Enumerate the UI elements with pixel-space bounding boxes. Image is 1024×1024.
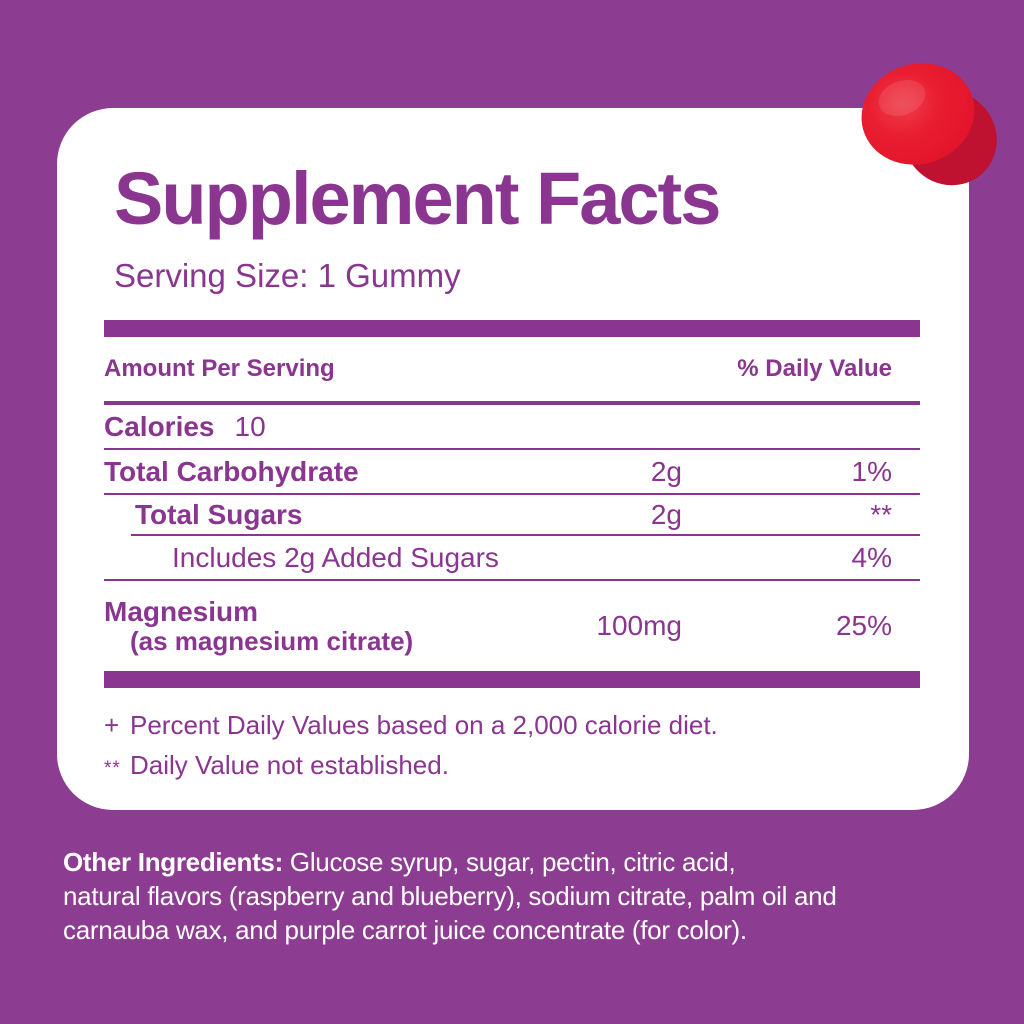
- row-dv-added-sugars: 4%: [851, 541, 892, 573]
- row-amount-total-sugars: 2g: [650, 498, 682, 530]
- footnote-text: Percent Daily Values based on a 2,000 ca…: [130, 710, 718, 741]
- footnote-not-established: ** Daily Value not established.: [104, 750, 920, 781]
- footnote-symbol-asterisks: **: [104, 758, 121, 780]
- red-gummy-icon: [861, 63, 997, 186]
- table-header-row: Amount Per Serving % Daily Value: [104, 337, 920, 401]
- row-name-calories: Calories: [104, 410, 215, 442]
- row-subname-magnesium: (as magnesium citrate): [130, 626, 414, 657]
- table-row-calories: Calories 10: [104, 405, 920, 448]
- row-name-total-carbohydrate: Total Carbohydrate: [104, 455, 359, 487]
- row-name-added-sugars: Includes 2g Added Sugars: [172, 541, 499, 573]
- footnote-symbol-plus: +: [104, 710, 120, 741]
- ingredients-line-1: Glucose syrup, sugar, pectin, citric aci…: [282, 847, 736, 877]
- separator-row-indented: [131, 534, 920, 537]
- table-row-added-sugars: Includes 2g Added Sugars 4%: [104, 536, 920, 579]
- row-dv-total-carbohydrate: 1%: [851, 455, 892, 487]
- divider-bar-top: [104, 320, 920, 338]
- table-row-magnesium: Magnesium (as magnesium citrate) 100mg 2…: [104, 581, 920, 671]
- separator-header: [104, 401, 920, 406]
- row-name-total-sugars: Total Sugars: [135, 498, 303, 530]
- footnote-daily-values: + Percent Daily Values based on a 2,000 …: [104, 710, 920, 741]
- row-amount-magnesium: 100mg: [596, 610, 682, 642]
- row-dv-magnesium: 25%: [835, 610, 892, 642]
- separator-row: [104, 493, 920, 496]
- separator-row: [104, 579, 920, 582]
- other-ingredients-text: Other Ingredients: Glucose syrup, sugar,…: [63, 845, 1013, 947]
- row-amount-calories: 10: [234, 410, 266, 442]
- ingredients-line-3: carnauba wax, and purple carrot juice co…: [63, 915, 747, 945]
- page-title: Supplement Facts: [114, 157, 721, 240]
- ingredients-line-2: natural flavors (raspberry and blueberry…: [63, 881, 837, 911]
- column-header-daily-value: % Daily Value: [737, 355, 892, 383]
- column-header-amount: Amount Per Serving: [104, 355, 335, 383]
- row-name-magnesium: Magnesium: [104, 596, 259, 628]
- serving-size-text: Serving Size: 1 Gummy: [114, 257, 461, 294]
- separator-row: [104, 448, 920, 451]
- table-row-total-carbohydrate: Total Carbohydrate 2g 1%: [104, 450, 920, 493]
- table-row-total-sugars: Total Sugars 2g **: [104, 495, 920, 534]
- row-dv-total-sugars: **: [870, 498, 892, 530]
- other-ingredients-label: Other Ingredients:: [63, 847, 283, 877]
- divider-bar-bottom: [104, 671, 920, 689]
- row-amount-total-carbohydrate: 2g: [650, 455, 682, 487]
- supplement-facts-card: Supplement Facts Serving Size: 1 Gummy A…: [57, 108, 969, 810]
- footnote-text: Daily Value not established.: [130, 750, 449, 781]
